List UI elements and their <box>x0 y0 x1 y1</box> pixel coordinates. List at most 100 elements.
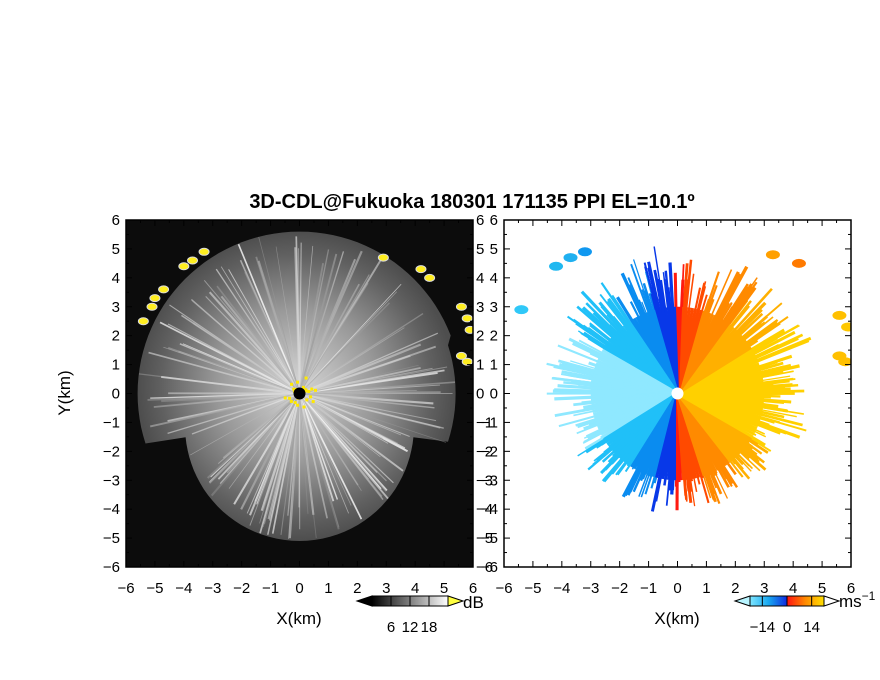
yellow-echo <box>158 285 170 294</box>
right-panel: −6 −5 −4 −3 −2 −1 0 1 2 3 4 5 6 6 5 4 3 2 1 0 −1 −2 −3 −4 −5 −6 X… <box>481 212 855 628</box>
yellow-echo <box>198 247 210 256</box>
backscatter-ray <box>168 347 300 395</box>
backscatter-ray <box>182 343 300 394</box>
backscatter-ray <box>299 245 314 394</box>
yellow-echo <box>461 314 473 323</box>
velocity-echo <box>549 261 564 271</box>
y-tick-label: −3 <box>103 472 120 489</box>
colorbar-dB-tick-label: 6 <box>387 619 395 636</box>
velocity-echo <box>791 258 806 268</box>
yellow-echo <box>377 253 389 262</box>
backscatter-ray <box>299 372 438 395</box>
backscatter-ray <box>298 393 384 500</box>
near-field-echo <box>290 382 294 386</box>
backscatter-ray <box>222 392 301 459</box>
x-tick-label: −3 <box>582 580 599 597</box>
yellow-echo <box>187 256 199 265</box>
backscatter-ray <box>298 393 335 502</box>
y-tick-label-right: 6 <box>476 212 484 229</box>
x-tick-label: −1 <box>640 580 657 597</box>
velocity-echo <box>577 247 592 257</box>
backscatter-ray <box>191 392 300 435</box>
near-field-echo <box>302 405 306 409</box>
backscatter-ray <box>299 364 419 394</box>
x-tick-label: 2 <box>731 580 739 597</box>
x-tick-label: −4 <box>553 580 570 597</box>
y-tick-label-right: 5 <box>476 241 484 258</box>
x-tick-label: −5 <box>146 580 163 597</box>
y-tick-label: 6 <box>490 212 498 229</box>
backscatter-ray <box>299 366 421 395</box>
near-field-echo <box>301 385 305 389</box>
x-tick-label: −4 <box>175 580 192 597</box>
y-tick-label: −5 <box>481 530 498 547</box>
y-tick-label: −4 <box>103 501 120 518</box>
backscatter-ray <box>228 393 300 489</box>
right-axis-ticks: −6 −5 −4 −3 −2 −1 0 1 2 3 4 5 6 6 5 4 3 2 1 0 −1 −2 −3 −4 −5 −6 <box>481 212 855 597</box>
y-tick-label: −4 <box>481 501 498 518</box>
near-field-echo <box>296 380 300 384</box>
backscatter-ray <box>298 393 328 519</box>
y-tick-label: 6 <box>112 212 120 229</box>
backscatter-ray <box>299 312 424 395</box>
y-tick-label: 0 <box>112 386 120 403</box>
left-x-axis-label: X(km) <box>276 609 321 628</box>
yellow-echo <box>137 317 149 326</box>
near-field-echo <box>292 387 296 391</box>
colorbar-dB-tick-labels: 6 12 18 <box>387 596 437 636</box>
y-tick-label-right: −2 <box>476 443 493 460</box>
backscatter-ray <box>244 271 301 394</box>
x-tick-label: −5 <box>524 580 541 597</box>
near-field-echo <box>293 401 297 405</box>
colorbar-velocity-max-arrow <box>823 595 841 607</box>
backscatter-ray <box>159 321 300 395</box>
backscatter-ray <box>299 392 441 429</box>
backscatter-ray <box>299 345 437 395</box>
backscatter-ray <box>298 251 345 394</box>
yellow-echo <box>424 273 436 282</box>
colorbar-dB-unit: dB <box>463 593 484 612</box>
near-field-echo <box>307 389 311 393</box>
backscatter-ray <box>299 302 390 394</box>
backscatter-ray <box>233 392 301 505</box>
backscatter-ray <box>161 376 300 395</box>
y-tick-label: 4 <box>490 270 498 287</box>
y-tick-label-right: 1 <box>476 357 484 374</box>
backscatter-ray <box>275 246 300 394</box>
y-tick-label: 2 <box>112 328 120 345</box>
near-field-echo <box>288 396 292 400</box>
velocity-echoes <box>514 247 851 367</box>
x-tick-label: 1 <box>324 580 332 597</box>
x-tick-label: 1 <box>702 580 710 597</box>
velocity-echo <box>838 357 851 367</box>
colorbar-velocity-tick-labels: −14 0 14 <box>750 596 820 636</box>
backscatter-ray <box>220 266 300 394</box>
y-tick-label-right: 3 <box>476 299 484 316</box>
y-tick-label-right: −6 <box>476 559 493 576</box>
x-tick-label: −6 <box>117 580 134 597</box>
y-tick-label: −6 <box>481 559 498 576</box>
backscatter-ray <box>190 298 300 395</box>
right-x-axis-label: X(km) <box>654 609 699 628</box>
backscatter-ray <box>299 393 340 528</box>
backscatter-ray <box>258 236 300 394</box>
velocity-core-ray <box>677 392 765 399</box>
y-tick-label-right: −5 <box>476 530 493 547</box>
yellow-echo <box>178 262 190 271</box>
near-field-echo <box>311 400 315 404</box>
velocity-rays <box>546 246 812 512</box>
backscatter-ray <box>299 390 417 394</box>
near-field-echo <box>289 399 293 403</box>
near-field-echo <box>305 398 309 402</box>
x-tick-label: −1 <box>262 580 279 597</box>
backscatter-rays <box>138 236 456 539</box>
backscatter-ray <box>216 285 301 394</box>
velocity-echo <box>832 310 847 320</box>
y-tick-label: −1 <box>481 414 498 431</box>
near-field-echo <box>305 389 309 393</box>
near-field-echo <box>309 395 313 399</box>
backscatter-ray <box>208 291 301 395</box>
colorbar-velocity-unit: ms−1 <box>839 589 876 611</box>
y-tick-label: 1 <box>112 357 120 374</box>
